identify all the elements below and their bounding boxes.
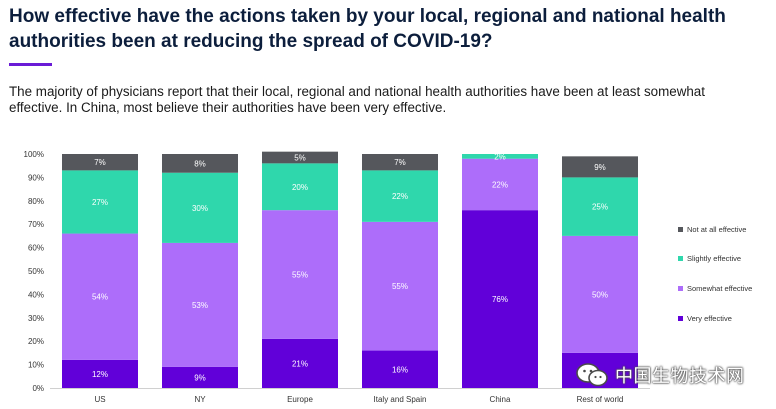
bar-segment [62, 154, 138, 171]
watermark-text: 中国生物技术网 [615, 366, 745, 386]
bar-segment [162, 242, 238, 367]
bar-data-label: 9% [594, 163, 606, 172]
y-tick-label: 40% [28, 290, 44, 299]
title-accent-rule [9, 63, 52, 66]
x-tick-label: China [490, 395, 511, 404]
x-tick-label: NY [194, 395, 206, 404]
page-title: How effective have the actions taken by … [9, 6, 726, 52]
y-tick-label: 50% [28, 267, 44, 276]
x-tick-label: Europe [287, 395, 313, 404]
y-tick-label: 100% [24, 150, 44, 159]
page-subtitle: The majority of physicians report that t… [9, 84, 705, 115]
bar-data-label: 53% [192, 301, 208, 310]
bar-data-label: 16% [392, 365, 408, 374]
bar-data-label: 27% [92, 198, 108, 207]
bar-segment [62, 233, 138, 360]
stacked-bar-chart: 0% 10% 20% 30% 40% 50% 60% 70% 80% 90% 100% 12% 54% 2… [24, 150, 753, 404]
bar-segment [362, 221, 438, 351]
bar-data-label: 7% [94, 158, 106, 167]
bar-data-label: 50% [592, 290, 608, 299]
bar-data-label: 22% [392, 192, 408, 201]
x-tick-label: Italy and Spain [374, 395, 427, 404]
wechat-icon [576, 363, 608, 387]
legend-swatch [678, 227, 683, 232]
y-tick-label: 20% [28, 337, 44, 346]
bar-segment [162, 154, 238, 173]
y-tick-label: 80% [28, 197, 44, 206]
legend-swatch [678, 286, 683, 291]
bar-data-label: 20% [292, 183, 308, 192]
bar-segment [162, 366, 238, 388]
y-tick-label: 10% [28, 361, 44, 370]
bar-data-label: 55% [392, 282, 408, 291]
legend-swatch [678, 316, 683, 321]
bar-data-label: 7% [394, 158, 406, 167]
bar-data-label: 12% [92, 370, 108, 379]
bar-segment [462, 158, 538, 211]
y-tick-label: 0% [32, 384, 44, 393]
bar-segment [462, 154, 538, 159]
y-tick-label: 70% [28, 220, 44, 229]
bar-segment [562, 177, 638, 236]
bar-segment [562, 156, 638, 178]
bar-data-label: 55% [292, 271, 308, 280]
legend-label: Not at all effective [687, 225, 746, 234]
bar-segment [562, 235, 638, 353]
bar-data-label: 30% [192, 204, 208, 213]
bar-data-label: 76% [492, 295, 508, 304]
bar-segment [62, 359, 138, 388]
bar-segment [362, 350, 438, 388]
bar-data-label: 8% [194, 159, 206, 168]
legend-label: Slightly effective [687, 254, 741, 263]
bar-segment [62, 170, 138, 234]
bar-data-label: 5% [294, 154, 306, 163]
y-tick-label: 30% [28, 314, 44, 323]
bar-data-label: 2% [494, 152, 506, 161]
bar-data-label: 21% [292, 359, 308, 368]
y-tick-label: 60% [28, 244, 44, 253]
legend-label: Somewhat effective [687, 284, 752, 293]
legend-swatch [678, 256, 683, 261]
bar-data-label: 25% [592, 203, 608, 212]
y-tick-label: 90% [28, 173, 44, 182]
bar-segment [262, 338, 338, 388]
bar-segment [362, 154, 438, 171]
bar-segment [462, 210, 538, 388]
watermark: 中国生物技术网 [575, 362, 745, 388]
bar-segment [262, 151, 338, 164]
bar-data-label: 22% [492, 180, 508, 189]
bar-segment [362, 170, 438, 222]
legend-label: Very effective [687, 314, 732, 323]
bar-data-label: 54% [92, 293, 108, 302]
bar-segment [262, 163, 338, 211]
x-tick-label: Rest of world [577, 395, 624, 404]
x-tick-label: US [94, 395, 105, 404]
bar-data-label: 9% [194, 373, 206, 382]
bar-segment [162, 172, 238, 243]
bar-segment [262, 210, 338, 339]
